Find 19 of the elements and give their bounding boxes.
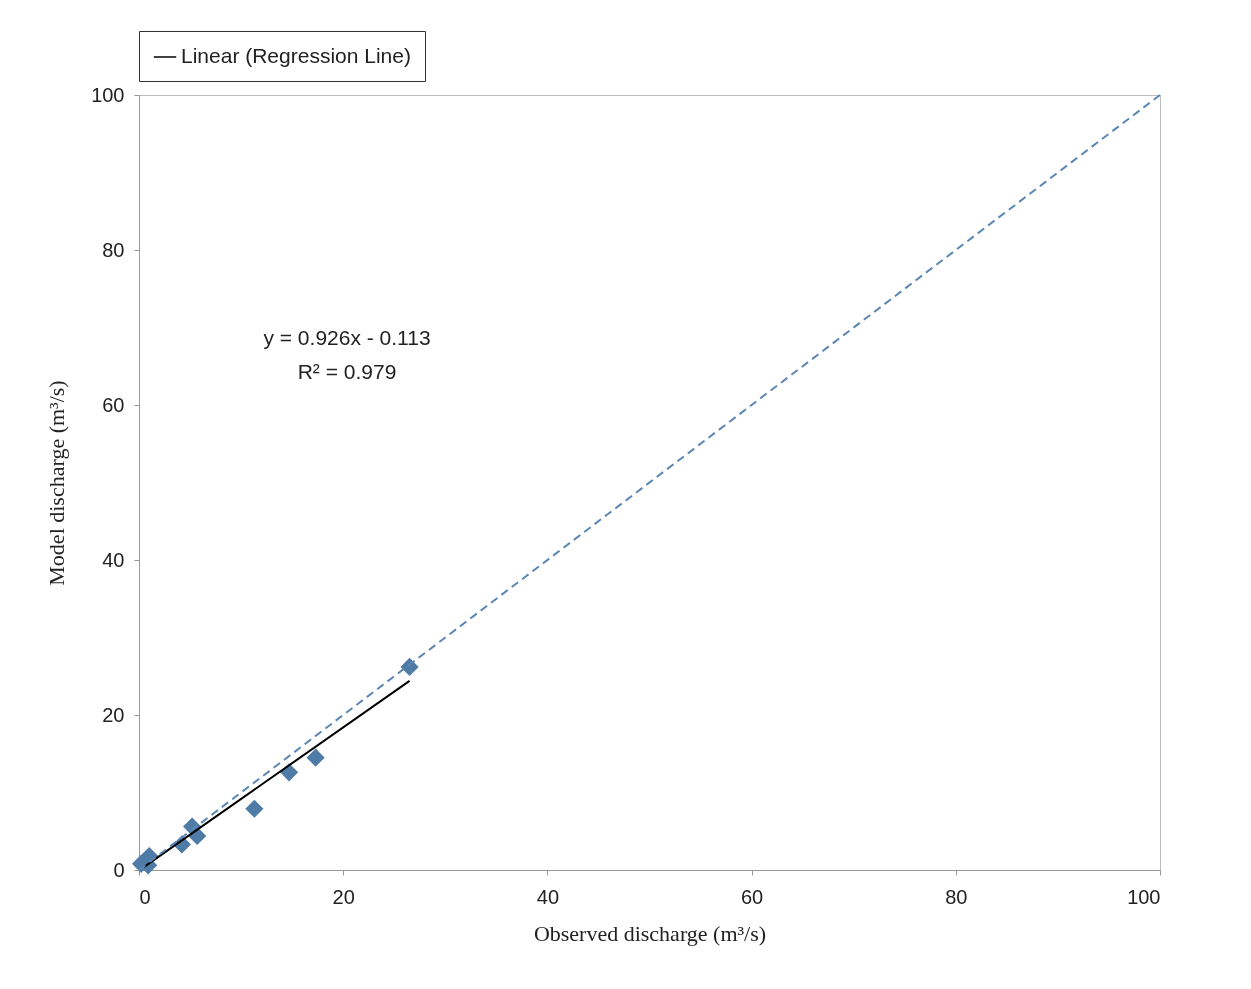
y-tick-label: 80 [102, 238, 125, 261]
point [306, 748, 325, 767]
y-tick-label: 60 [102, 393, 125, 416]
x-tick-label: 0 [139, 885, 151, 908]
y-tick-label: 0 [113, 858, 125, 881]
point [245, 799, 264, 818]
y-tick-label: 20 [102, 703, 125, 726]
y-tick-label: 100 [91, 83, 125, 106]
legend-label: Linear (Regression Line) [181, 44, 411, 67]
x-tick-label: 60 [740, 885, 764, 908]
annotation: R² = 0.979 [297, 360, 397, 383]
x-tick-label: 80 [945, 885, 968, 908]
x-tick-label: 100 [1127, 885, 1161, 908]
x-tick-label: 40 [536, 885, 560, 908]
annotation: y = 0.926x - 0.113 [263, 326, 431, 349]
y-axis-title: Model discharge (m³/s) [44, 380, 70, 586]
x-tick-label: 20 [332, 885, 355, 908]
x-axis-title: Observed discharge (m³/s) [533, 920, 767, 946]
y-tick-label: 40 [102, 548, 125, 571]
